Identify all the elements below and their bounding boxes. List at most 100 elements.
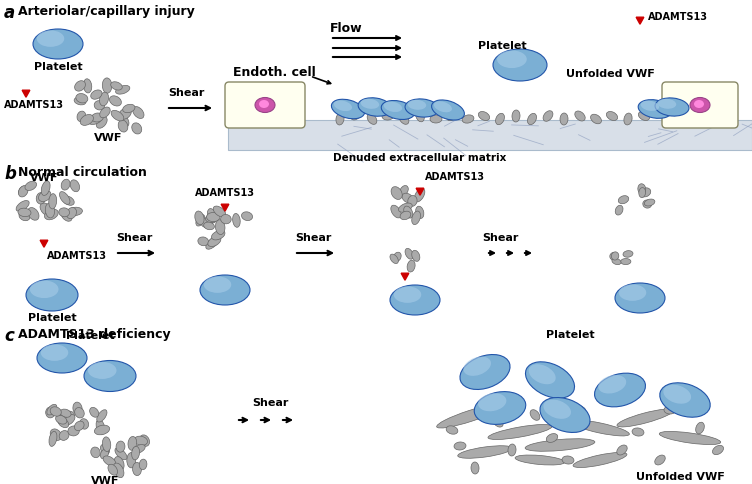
Ellipse shape <box>381 101 415 120</box>
Ellipse shape <box>84 361 136 392</box>
Ellipse shape <box>50 407 62 416</box>
Ellipse shape <box>88 362 117 379</box>
Ellipse shape <box>140 435 150 446</box>
Ellipse shape <box>91 90 102 99</box>
Ellipse shape <box>615 283 665 313</box>
Ellipse shape <box>59 411 74 421</box>
Ellipse shape <box>478 111 490 121</box>
Ellipse shape <box>211 230 225 240</box>
Ellipse shape <box>196 214 205 226</box>
Ellipse shape <box>56 415 67 424</box>
Ellipse shape <box>49 431 57 446</box>
Ellipse shape <box>58 418 68 428</box>
Ellipse shape <box>612 258 621 265</box>
Ellipse shape <box>208 236 221 246</box>
Ellipse shape <box>66 208 77 219</box>
Ellipse shape <box>91 113 104 122</box>
Ellipse shape <box>434 101 452 112</box>
Ellipse shape <box>590 114 602 124</box>
Ellipse shape <box>28 208 39 220</box>
Ellipse shape <box>493 49 547 81</box>
Ellipse shape <box>546 434 558 442</box>
Ellipse shape <box>41 181 50 196</box>
Ellipse shape <box>446 426 458 434</box>
Ellipse shape <box>367 114 377 124</box>
Ellipse shape <box>478 393 506 411</box>
Ellipse shape <box>94 101 105 110</box>
Ellipse shape <box>655 455 666 465</box>
Ellipse shape <box>59 192 70 204</box>
Ellipse shape <box>96 420 105 434</box>
Ellipse shape <box>241 212 253 221</box>
Ellipse shape <box>76 93 88 103</box>
Ellipse shape <box>232 213 240 227</box>
Ellipse shape <box>657 99 676 109</box>
Ellipse shape <box>382 112 394 120</box>
Ellipse shape <box>128 437 137 450</box>
Ellipse shape <box>116 441 125 452</box>
Text: a: a <box>4 4 15 22</box>
Ellipse shape <box>45 203 55 218</box>
Ellipse shape <box>632 428 644 436</box>
Ellipse shape <box>139 459 147 469</box>
Ellipse shape <box>18 208 31 217</box>
Ellipse shape <box>407 260 415 272</box>
Ellipse shape <box>102 437 111 452</box>
Bar <box>228 120 752 150</box>
Ellipse shape <box>617 445 627 455</box>
Ellipse shape <box>102 78 112 93</box>
Ellipse shape <box>100 107 111 118</box>
Ellipse shape <box>103 456 116 466</box>
Ellipse shape <box>696 422 705 434</box>
Ellipse shape <box>38 191 51 201</box>
Ellipse shape <box>508 444 516 456</box>
Ellipse shape <box>19 186 28 196</box>
Ellipse shape <box>36 193 46 204</box>
Text: Shear: Shear <box>116 233 152 243</box>
Ellipse shape <box>204 222 214 230</box>
Ellipse shape <box>493 417 503 427</box>
Ellipse shape <box>460 355 510 390</box>
Text: ADAMTS13: ADAMTS13 <box>47 251 107 261</box>
Ellipse shape <box>610 252 617 260</box>
Ellipse shape <box>655 98 689 116</box>
Ellipse shape <box>496 113 505 125</box>
Ellipse shape <box>116 86 130 94</box>
Ellipse shape <box>412 250 420 261</box>
Ellipse shape <box>402 193 413 203</box>
Ellipse shape <box>26 279 78 311</box>
Ellipse shape <box>408 100 426 110</box>
Text: Shear: Shear <box>168 88 205 98</box>
Ellipse shape <box>405 99 439 117</box>
Ellipse shape <box>571 420 629 436</box>
Ellipse shape <box>47 404 57 415</box>
Ellipse shape <box>37 30 64 47</box>
Ellipse shape <box>562 456 574 464</box>
Polygon shape <box>636 17 644 24</box>
Ellipse shape <box>77 111 86 121</box>
Ellipse shape <box>619 285 646 301</box>
Ellipse shape <box>89 408 99 417</box>
Ellipse shape <box>640 188 650 197</box>
Ellipse shape <box>712 445 723 454</box>
Ellipse shape <box>336 113 344 125</box>
Polygon shape <box>416 188 424 195</box>
Ellipse shape <box>412 211 420 225</box>
Text: Unfolded VWF: Unfolded VWF <box>636 472 725 482</box>
Ellipse shape <box>101 444 110 454</box>
Ellipse shape <box>198 237 208 246</box>
Ellipse shape <box>214 206 226 217</box>
Text: VWF: VWF <box>30 173 59 183</box>
Ellipse shape <box>458 446 512 458</box>
Ellipse shape <box>575 406 586 414</box>
FancyBboxPatch shape <box>225 82 305 128</box>
Ellipse shape <box>515 455 565 465</box>
Ellipse shape <box>134 436 147 445</box>
Ellipse shape <box>447 111 457 121</box>
Ellipse shape <box>74 81 86 91</box>
Text: Platelet: Platelet <box>28 313 76 323</box>
Ellipse shape <box>220 214 231 224</box>
Text: Platelet: Platelet <box>65 331 114 341</box>
Ellipse shape <box>471 462 479 474</box>
Ellipse shape <box>132 106 144 119</box>
